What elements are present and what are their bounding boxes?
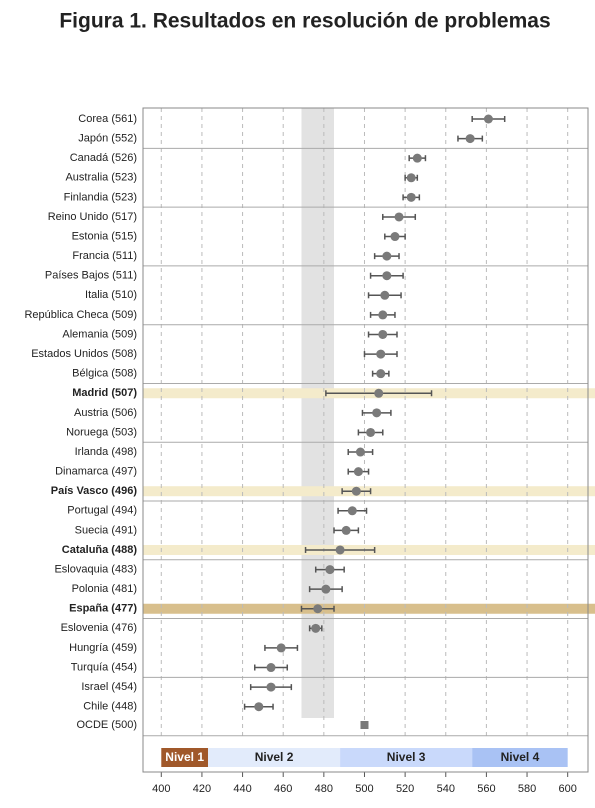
point xyxy=(266,663,276,673)
point xyxy=(266,682,276,692)
level-label: Nivel 2 xyxy=(255,750,294,764)
y-tick-label: Japón (552) xyxy=(78,132,137,144)
x-tick-label: 580 xyxy=(518,783,536,795)
y-tick-label: Suecia (491) xyxy=(75,524,137,536)
x-tick-label: 440 xyxy=(233,783,251,795)
point xyxy=(406,173,416,183)
y-tick-label: Reino Unido (517) xyxy=(48,211,137,223)
y-tick-label: País Vasco (496) xyxy=(51,485,138,497)
point xyxy=(406,192,416,202)
point xyxy=(394,212,404,222)
y-tick-label: Portugal (494) xyxy=(67,505,137,517)
point xyxy=(378,329,388,339)
point xyxy=(382,271,392,281)
y-tick-label: Irlanda (498) xyxy=(75,446,137,458)
y-tick-label: Canadá (526) xyxy=(70,152,137,164)
point xyxy=(372,408,382,418)
y-tick-label: Turquía (454) xyxy=(71,661,137,673)
y-tick-label: Bélgica (508) xyxy=(72,368,137,380)
point xyxy=(412,153,422,163)
y-tick-label: Polonia (481) xyxy=(72,583,137,595)
y-tick-label: Estonia (515) xyxy=(72,230,137,242)
y-tick-label: Eslovaquia (483) xyxy=(54,563,137,575)
level-label: Nivel 4 xyxy=(501,750,540,764)
level-label: Nivel 1 xyxy=(165,750,204,764)
y-tick-label: Hungría (459) xyxy=(69,642,137,654)
point xyxy=(353,467,363,477)
x-tick-label: 560 xyxy=(477,783,495,795)
point xyxy=(321,584,331,594)
y-tick-label: España (477) xyxy=(69,603,137,615)
x-tick-label: 540 xyxy=(437,783,455,795)
plot-frame xyxy=(142,107,589,773)
y-tick-label: Corea (561) xyxy=(78,113,137,125)
x-tick-label: 420 xyxy=(193,783,211,795)
point xyxy=(351,486,361,496)
point xyxy=(276,643,286,653)
x-tick-label: 480 xyxy=(315,783,333,795)
point xyxy=(335,545,345,555)
reference-point xyxy=(360,721,369,729)
x-tick-label: 400 xyxy=(152,783,170,795)
y-tick-label: Francia (511) xyxy=(72,250,137,262)
chart-title: Figura 1. Resultados en resolución de pr… xyxy=(59,10,550,33)
point xyxy=(313,604,323,614)
point xyxy=(341,525,351,535)
point xyxy=(465,134,475,144)
level-bar xyxy=(472,748,568,767)
level-bar xyxy=(340,748,473,767)
x-tick-label: 460 xyxy=(274,783,292,795)
y-tick-label: Dinamarca (497) xyxy=(55,466,137,478)
level-label: Nivel 3 xyxy=(387,750,426,764)
y-tick-label: Australia (523) xyxy=(65,172,137,184)
y-tick-label: OCDE (500) xyxy=(76,719,137,731)
x-tick-label: 500 xyxy=(355,783,373,795)
point xyxy=(376,349,386,359)
y-tick-label: Chile (448) xyxy=(83,701,137,713)
point xyxy=(483,114,493,124)
level-bar xyxy=(161,748,209,767)
y-tick-label: Países Bajos (511) xyxy=(45,270,137,282)
y-tick-label: Noruega (503) xyxy=(66,426,137,438)
y-tick-label: Israel (454) xyxy=(81,681,137,693)
level-bar xyxy=(208,748,341,767)
y-tick-label: Cataluña (488) xyxy=(62,544,138,556)
point xyxy=(382,251,392,261)
point xyxy=(374,388,384,398)
point xyxy=(380,290,390,300)
point xyxy=(355,447,365,457)
point xyxy=(254,702,264,712)
reference-band xyxy=(301,108,335,718)
y-tick-label: Finlandia (523) xyxy=(64,191,137,203)
point xyxy=(376,369,386,379)
y-tick-label: República Checa (509) xyxy=(24,309,137,321)
point xyxy=(347,506,357,516)
y-tick-label: Madrid (507) xyxy=(72,387,137,399)
point xyxy=(325,565,335,575)
highlight-row xyxy=(143,603,595,614)
y-tick-label: Estados Unidos (508) xyxy=(31,348,137,360)
x-tick-label: 520 xyxy=(396,783,414,795)
y-tick-label: Eslovenia (476) xyxy=(61,622,137,634)
point xyxy=(311,623,321,633)
point xyxy=(378,310,388,320)
y-tick-label: Alemania (509) xyxy=(62,328,137,340)
point xyxy=(366,427,376,437)
y-tick-label: Italia (510) xyxy=(85,289,137,301)
x-tick-label: 600 xyxy=(559,783,577,795)
point xyxy=(390,232,400,242)
y-tick-label: Austria (506) xyxy=(74,407,137,419)
